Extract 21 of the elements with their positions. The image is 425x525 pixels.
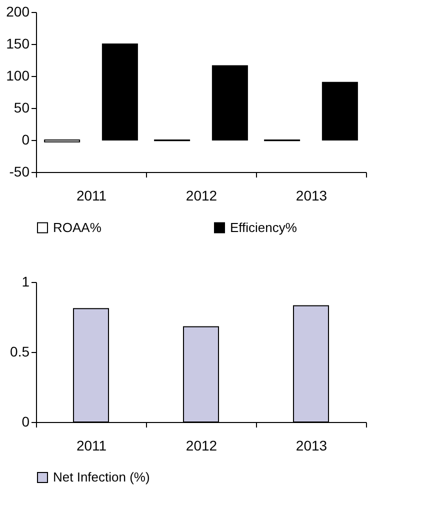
x-tick-label: 2011 [76,438,107,454]
y-tick-label: -50 [9,164,30,180]
y-tick-label: 50 [14,100,30,116]
y-tick-label: 0 [22,414,30,430]
bar [102,44,138,140]
legend-label: Net Infection (%) [53,470,150,484]
y-tick-label: 0 [22,132,30,148]
bar [322,82,358,140]
y-tick-label: 0.5 [10,344,30,360]
x-tick-label: 2013 [296,188,328,204]
x-tick-label: 2013 [296,438,328,454]
legend-label: ROAA% [53,220,102,235]
x-tick-label: 2012 [186,438,218,454]
x-tick-label: 2012 [186,188,218,204]
y-tick-label: 150 [6,36,30,52]
x-tick-label: 2011 [76,188,107,204]
bar [212,65,248,140]
y-tick-label: 1 [22,274,30,290]
y-tick-label: 100 [6,68,30,84]
legend-label: Efficiency% [230,220,298,235]
y-tick-label: 200 [6,4,30,20]
